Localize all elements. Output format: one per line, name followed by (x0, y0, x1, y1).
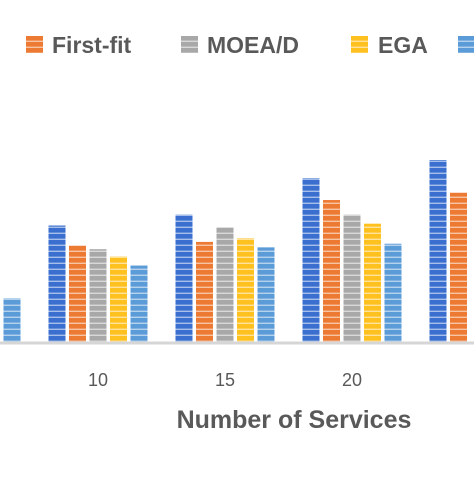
bar-10-series-1 (48, 225, 66, 342)
bar-15-series-1 (175, 214, 193, 342)
bar-10-series-4 (110, 256, 127, 342)
x-tick-label-15: 15 (215, 370, 235, 390)
bar-15-series-2 (196, 241, 213, 342)
bar-15-series-4 (237, 238, 254, 342)
x-tick-label-20: 20 (342, 370, 362, 390)
bar-20-series-1 (302, 178, 320, 342)
x-axis-title: Number of Services (177, 406, 412, 434)
x-tick-label-10: 10 (88, 370, 108, 390)
bar-25-series-1 (429, 160, 447, 342)
bar-20-series-2 (323, 200, 340, 342)
legend-label: First-fit (52, 32, 132, 58)
bar-20-series-4 (364, 223, 381, 342)
x-tick-labels: 10 15 20 (88, 370, 362, 390)
legend-item-2: First-fit (26, 32, 132, 58)
bar-15-series-5 (257, 247, 275, 342)
legend: First-fit MOEA/D EGA (26, 32, 474, 58)
bar-10-series-3 (89, 249, 107, 342)
bar-10-series-2 (69, 245, 86, 342)
legend-item-4: EGA (351, 32, 428, 58)
bars-layer (3, 160, 467, 342)
legend-item-3: MOEA/D (181, 32, 299, 58)
bar-20-series-3 (343, 214, 361, 342)
bar-10-series-5 (130, 265, 148, 342)
bar-15-series-3 (216, 227, 234, 342)
legend-label: MOEA/D (207, 32, 299, 58)
bar-25-series-2 (450, 192, 467, 342)
legend-label: EGA (378, 32, 428, 58)
bar-5-series-5 (3, 298, 21, 342)
bar-20-series-5 (384, 243, 402, 342)
legend-item-5 (458, 36, 474, 53)
